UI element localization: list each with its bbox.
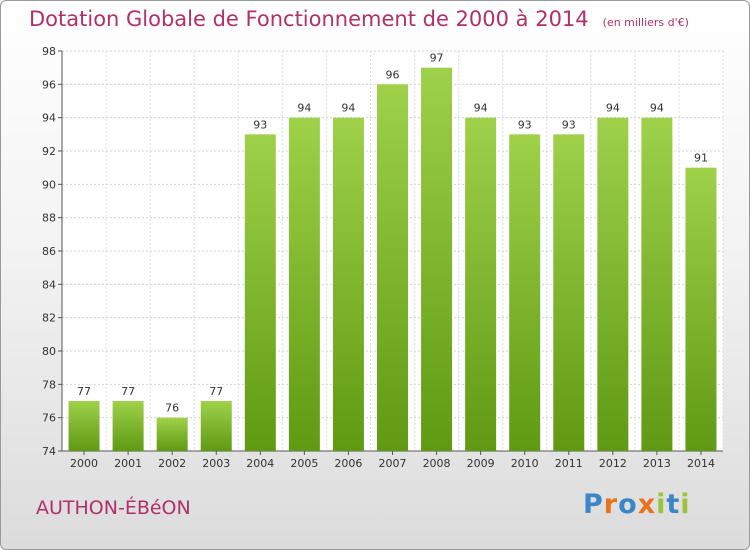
y-tick-label: 86 bbox=[42, 245, 56, 258]
x-tick-label: 2002 bbox=[158, 457, 186, 470]
bar bbox=[597, 117, 629, 452]
y-tick-label: 90 bbox=[42, 178, 56, 191]
value-label: 77 bbox=[77, 385, 91, 398]
commune-name: AUTHON-ÉBéON bbox=[36, 497, 191, 519]
y-tick-label: 92 bbox=[42, 145, 56, 158]
y-tick-label: 88 bbox=[42, 212, 56, 225]
value-label: 93 bbox=[518, 118, 532, 131]
x-tick-label: 2003 bbox=[202, 457, 230, 470]
logo-letter: P bbox=[583, 489, 604, 520]
x-tick-label: 2001 bbox=[114, 457, 142, 470]
y-tick-label: 78 bbox=[42, 378, 56, 391]
y-tick-label: 74 bbox=[42, 445, 56, 458]
y-tick-label: 84 bbox=[42, 278, 56, 291]
y-tick-label: 96 bbox=[42, 78, 56, 91]
x-tick-label: 2005 bbox=[290, 457, 318, 470]
x-tick-label: 2007 bbox=[379, 457, 407, 470]
value-label: 97 bbox=[430, 52, 444, 65]
y-tick-label: 76 bbox=[42, 412, 56, 425]
value-label: 94 bbox=[650, 102, 664, 115]
bar bbox=[156, 417, 188, 451]
y-tick-label: 94 bbox=[42, 112, 56, 125]
value-label: 96 bbox=[386, 68, 400, 81]
value-label: 94 bbox=[606, 102, 620, 115]
logo-letter: t bbox=[666, 489, 681, 520]
x-tick-label: 2014 bbox=[687, 457, 715, 470]
logo-letter: i bbox=[656, 489, 667, 520]
x-tick-label: 2010 bbox=[511, 457, 539, 470]
bar bbox=[68, 401, 100, 451]
x-tick-label: 2012 bbox=[599, 457, 627, 470]
bar bbox=[465, 117, 497, 452]
value-label: 94 bbox=[474, 102, 488, 115]
bar bbox=[200, 401, 232, 451]
x-tick-label: 2013 bbox=[643, 457, 671, 470]
x-tick-label: 2004 bbox=[246, 457, 274, 470]
value-label: 91 bbox=[694, 152, 708, 165]
bar bbox=[332, 117, 364, 452]
proxiti-logo: Proxiti bbox=[583, 489, 691, 520]
logo-letter: r bbox=[603, 489, 619, 520]
logo-letter: i bbox=[680, 489, 691, 520]
value-label: 93 bbox=[253, 118, 267, 131]
x-tick-label: 2006 bbox=[334, 457, 362, 470]
chart-title-text: Dotation Globale de Fonctionnement de 20… bbox=[29, 7, 589, 31]
y-tick-label: 80 bbox=[42, 345, 56, 358]
bar bbox=[421, 67, 453, 452]
y-tick-label: 98 bbox=[42, 45, 56, 58]
logo-letter: o bbox=[618, 489, 638, 520]
bar bbox=[112, 401, 144, 451]
value-label: 77 bbox=[121, 385, 135, 398]
value-label: 77 bbox=[209, 385, 223, 398]
value-label: 94 bbox=[341, 102, 355, 115]
value-label: 93 bbox=[562, 118, 576, 131]
bar bbox=[288, 117, 320, 452]
x-tick-label: 2008 bbox=[423, 457, 451, 470]
x-tick-label: 2011 bbox=[555, 457, 583, 470]
chart-title: Dotation Globale de Fonctionnement de 20… bbox=[29, 7, 689, 31]
x-tick-label: 2009 bbox=[467, 457, 495, 470]
y-tick-label: 82 bbox=[42, 312, 56, 325]
bar bbox=[553, 134, 585, 452]
bar bbox=[685, 167, 717, 451]
x-tick-label: 2000 bbox=[70, 457, 98, 470]
bar bbox=[377, 84, 408, 451]
value-label: 76 bbox=[165, 402, 179, 415]
bar bbox=[641, 117, 673, 452]
bar bbox=[244, 134, 276, 452]
chart-subtitle: (en milliers d'€) bbox=[602, 16, 689, 29]
logo-letter: x bbox=[637, 489, 657, 520]
bar bbox=[509, 134, 541, 452]
value-label: 94 bbox=[297, 102, 311, 115]
